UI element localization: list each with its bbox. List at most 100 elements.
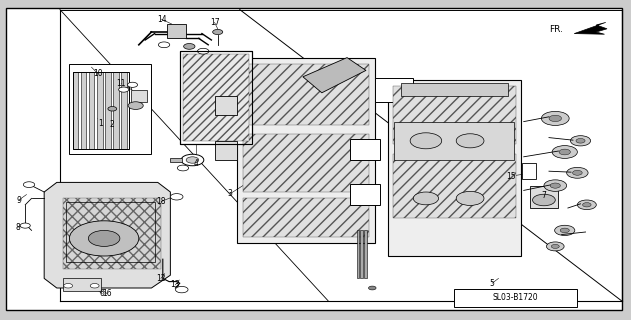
Bar <box>73 72 129 149</box>
Text: 3: 3 <box>228 189 233 198</box>
Bar <box>215 96 237 115</box>
Circle shape <box>546 242 564 251</box>
Text: 11: 11 <box>116 79 126 88</box>
Circle shape <box>555 225 575 236</box>
Polygon shape <box>105 72 110 149</box>
Circle shape <box>158 42 170 48</box>
Text: 14: 14 <box>156 15 167 24</box>
Bar <box>63 278 101 291</box>
Circle shape <box>576 139 585 143</box>
Polygon shape <box>73 72 78 149</box>
Circle shape <box>577 200 596 210</box>
Bar <box>522 163 536 179</box>
Text: 12: 12 <box>156 274 166 283</box>
Polygon shape <box>574 22 607 34</box>
Text: FR.: FR. <box>550 25 563 34</box>
Circle shape <box>559 149 570 155</box>
Circle shape <box>20 223 30 228</box>
Bar <box>375 78 413 102</box>
Circle shape <box>108 107 117 111</box>
Bar <box>69 64 151 154</box>
Polygon shape <box>303 58 366 93</box>
Circle shape <box>582 203 591 207</box>
Text: 6: 6 <box>100 289 105 298</box>
Bar <box>530 186 558 208</box>
Bar <box>243 134 369 192</box>
Bar <box>454 289 577 307</box>
Circle shape <box>119 87 129 92</box>
Bar <box>357 230 359 278</box>
Text: SL03-B1720: SL03-B1720 <box>493 293 538 302</box>
Bar <box>360 230 363 278</box>
Circle shape <box>533 194 555 206</box>
Polygon shape <box>89 72 95 149</box>
Circle shape <box>567 167 588 178</box>
Bar <box>131 90 147 102</box>
Circle shape <box>90 284 99 288</box>
Bar <box>170 158 182 162</box>
Circle shape <box>184 44 195 49</box>
Bar <box>66 202 155 262</box>
Bar <box>180 51 252 144</box>
Bar <box>167 24 186 38</box>
Circle shape <box>572 170 582 175</box>
Circle shape <box>552 146 577 158</box>
Bar <box>63 198 161 269</box>
Circle shape <box>213 29 223 35</box>
Circle shape <box>186 157 199 163</box>
Bar <box>237 58 375 243</box>
Bar <box>388 80 521 256</box>
Bar <box>393 86 516 144</box>
Text: 17: 17 <box>209 18 220 27</box>
Bar <box>364 230 367 278</box>
Text: 2: 2 <box>110 120 115 129</box>
Bar <box>243 64 369 125</box>
Circle shape <box>560 228 569 233</box>
Circle shape <box>23 182 35 188</box>
Circle shape <box>456 191 484 205</box>
Circle shape <box>550 183 560 188</box>
Circle shape <box>177 165 189 171</box>
Circle shape <box>88 230 120 246</box>
Text: 9: 9 <box>16 196 21 204</box>
Circle shape <box>175 286 188 293</box>
Circle shape <box>170 194 183 200</box>
Bar <box>243 198 369 237</box>
Text: 4: 4 <box>193 159 198 168</box>
Circle shape <box>198 48 209 54</box>
Polygon shape <box>121 72 127 149</box>
Circle shape <box>369 286 376 290</box>
Text: 18: 18 <box>156 197 166 206</box>
Text: 8: 8 <box>15 223 20 232</box>
Circle shape <box>551 244 559 248</box>
Polygon shape <box>97 72 103 149</box>
Circle shape <box>544 180 567 191</box>
Circle shape <box>181 154 204 166</box>
Circle shape <box>541 111 569 125</box>
Polygon shape <box>44 182 170 288</box>
Circle shape <box>69 221 139 256</box>
Bar <box>393 154 516 218</box>
Circle shape <box>128 102 143 109</box>
Text: 15: 15 <box>506 172 516 180</box>
Bar <box>401 83 508 96</box>
Text: 16: 16 <box>102 289 112 298</box>
Circle shape <box>549 115 562 122</box>
Polygon shape <box>113 72 119 149</box>
Polygon shape <box>81 72 86 149</box>
Circle shape <box>570 136 591 146</box>
Text: 10: 10 <box>93 69 103 78</box>
Bar <box>350 184 380 205</box>
Circle shape <box>127 82 138 87</box>
Circle shape <box>64 284 73 288</box>
Bar <box>215 141 237 160</box>
Text: 7: 7 <box>541 191 546 200</box>
Text: 5: 5 <box>490 279 495 288</box>
Bar <box>394 122 514 160</box>
Text: 1: 1 <box>98 119 103 128</box>
Bar <box>183 54 249 141</box>
Circle shape <box>410 133 442 149</box>
Circle shape <box>413 192 439 205</box>
Circle shape <box>456 134 484 148</box>
Bar <box>180 51 252 144</box>
